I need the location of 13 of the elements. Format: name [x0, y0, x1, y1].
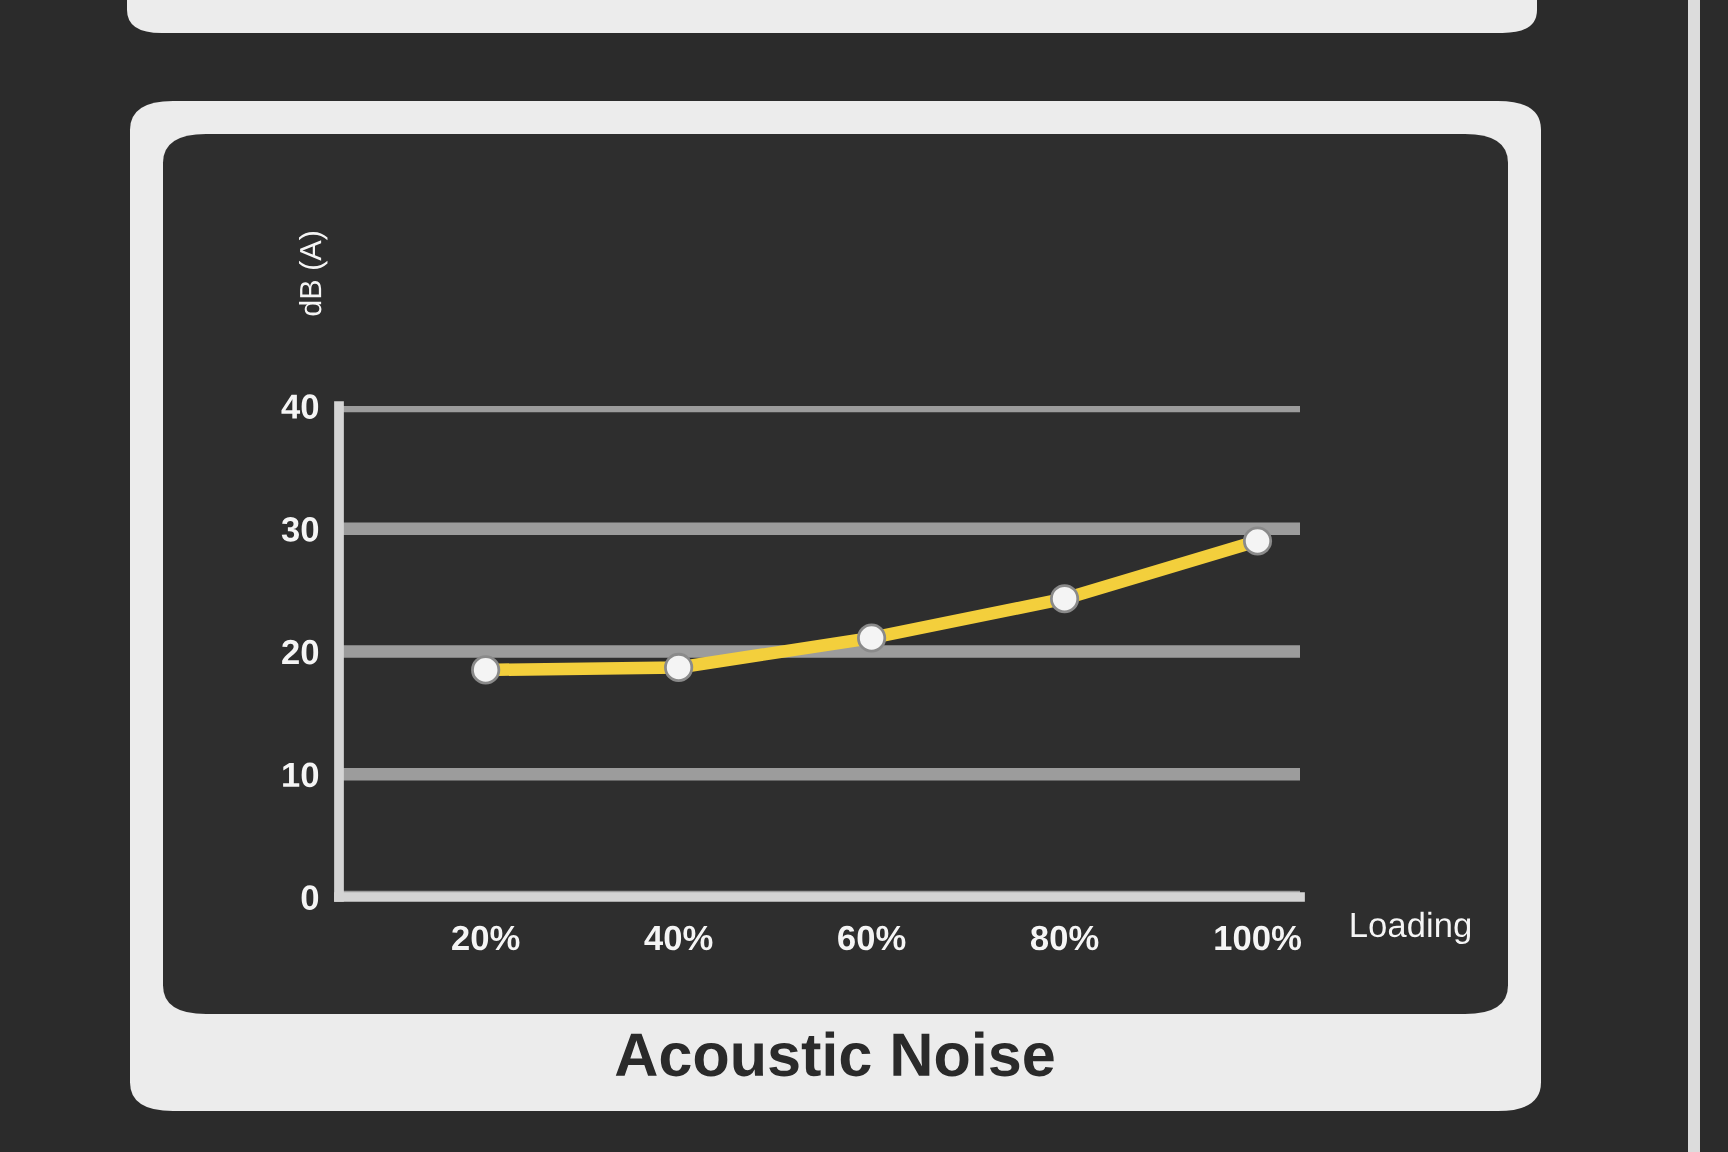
- x-tick-label: 100%: [1215, 925, 1302, 951]
- y-axis-title: dB (A): [298, 232, 328, 316]
- x-axis-title: Loading: [1351, 911, 1471, 945]
- y-tick-label: 40: [281, 394, 319, 419]
- text: Acoustic Noise: [615, 1031, 1054, 1077]
- x-tick-label: 80%: [1030, 925, 1099, 951]
- x-tick-label: 60%: [838, 925, 906, 951]
- y-tick-label: 30: [281, 517, 319, 542]
- x-tick-label: 20%: [452, 925, 520, 951]
- y-tick-label: 0: [301, 885, 319, 910]
- y-tick-label: 10: [283, 762, 319, 788]
- x-tick-label: 40%: [644, 925, 713, 951]
- y-tick-label: 20: [282, 639, 319, 665]
